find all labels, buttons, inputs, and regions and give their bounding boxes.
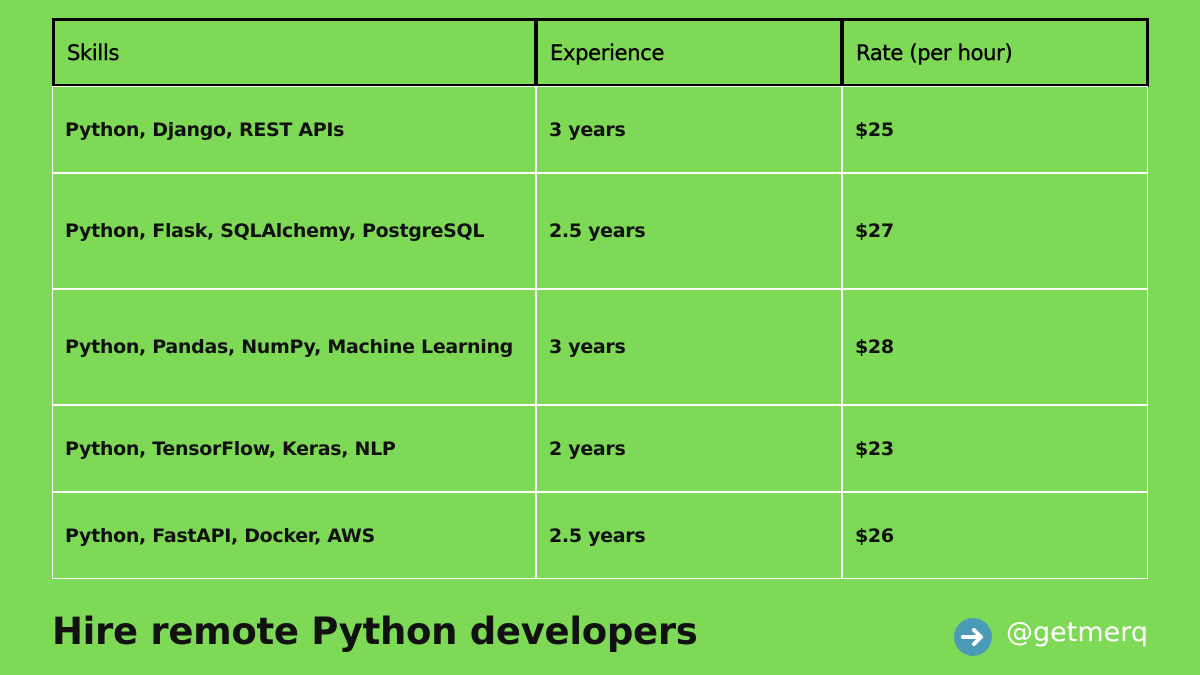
- table-cell: Python, Django, REST APIs: [52, 86, 536, 173]
- table-cell: $25: [842, 86, 1148, 173]
- arrow-icon: [954, 618, 992, 656]
- table-cell: Python, FastAPI, Docker, AWS: [52, 492, 536, 579]
- table-cell: 2.5 years: [536, 173, 842, 289]
- table-cell: Python, TensorFlow, Keras, NLP: [52, 405, 536, 492]
- table-cell: 3 years: [536, 86, 842, 173]
- table-cell: Python, Pandas, NumPy, Machine Learning: [52, 289, 536, 405]
- table-cell: 2.5 years: [536, 492, 842, 579]
- header-cell: Experience: [535, 18, 843, 87]
- handle: @getmerq: [1006, 617, 1149, 648]
- table-cell: 2 years: [536, 405, 842, 492]
- table-cell: $28: [842, 289, 1148, 405]
- table-cell: $27: [842, 173, 1148, 289]
- footer-title: Hire remote Python developers: [52, 610, 698, 653]
- header-cell: Rate (per hour): [841, 18, 1149, 87]
- table-cell: 3 years: [536, 289, 842, 405]
- table-cell: Python, Flask, SQLAlchemy, PostgreSQL: [52, 173, 536, 289]
- header-cell: Skills: [52, 18, 537, 87]
- table-cell: $26: [842, 492, 1148, 579]
- table-cell: $23: [842, 405, 1148, 492]
